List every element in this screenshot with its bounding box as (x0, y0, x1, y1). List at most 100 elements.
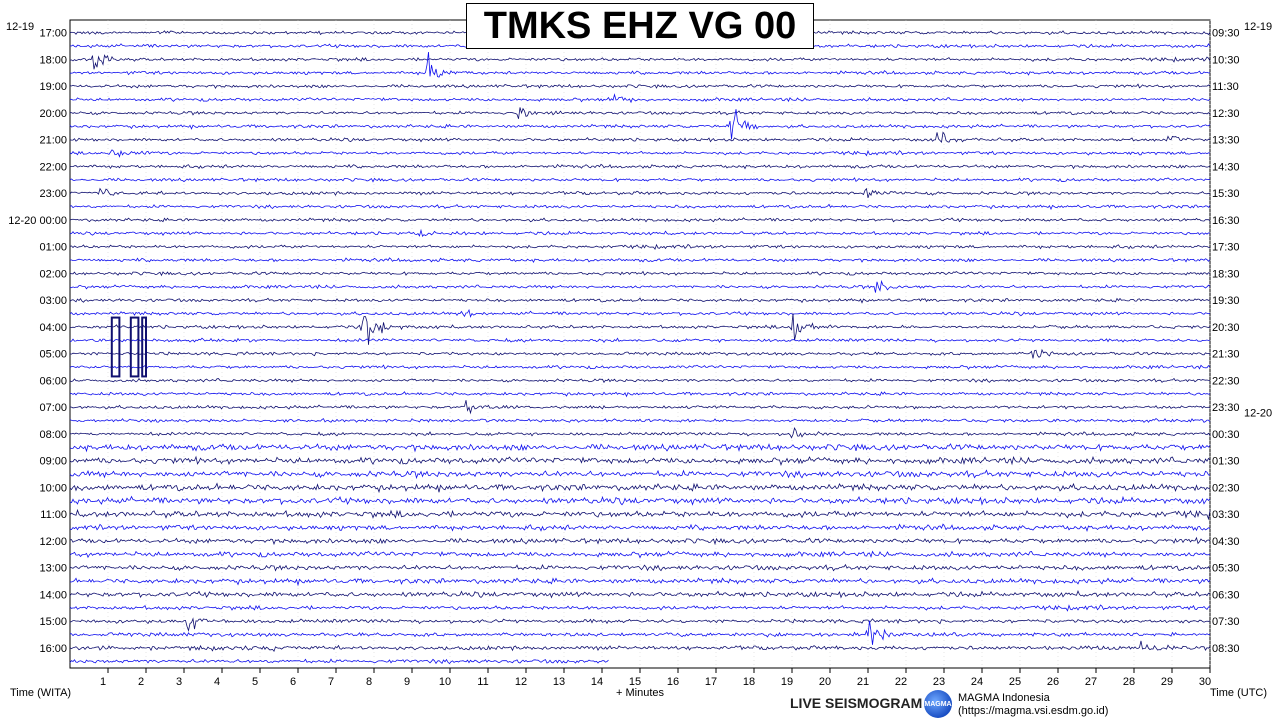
right-hour-label: 11:30 (1212, 81, 1239, 93)
left-hour-label: 23:00 (39, 188, 67, 200)
left-axis-title: Time (WITA) (10, 687, 72, 699)
trace-row (69, 149, 1211, 158)
left-hour-label: 02:00 (39, 268, 67, 280)
x-tick-label: 21 (857, 676, 869, 688)
trace-row (69, 131, 1211, 143)
left-hour-label: 19:00 (39, 81, 67, 93)
trace-row (69, 83, 1211, 90)
trace-row (69, 270, 1211, 277)
trace-row (69, 203, 1211, 211)
x-tick-label: 5 (252, 676, 258, 688)
trace-row (70, 107, 1211, 119)
trace-row (69, 217, 1211, 223)
left-hour-label: 20:00 (39, 108, 67, 120)
x-tick-label: 29 (1161, 676, 1173, 688)
x-tick-label: 19 (781, 676, 793, 688)
trace-row (69, 243, 1211, 250)
right-hour-label: 09:30 (1212, 28, 1240, 40)
left-hour-label: 12-20 00:00 (8, 215, 67, 227)
trace-row (69, 617, 1211, 632)
trace-row (69, 427, 1211, 439)
trace-row (69, 590, 1211, 599)
right-hour-label: 12:30 (1212, 108, 1240, 120)
x-tick-label: 9 (404, 676, 410, 688)
trace-row (69, 337, 1211, 344)
trace-row (69, 550, 1211, 559)
trace-row (69, 93, 1211, 104)
saturation-block (141, 316, 147, 378)
right-hour-label: 07:30 (1212, 616, 1240, 628)
trace-row (69, 469, 1211, 480)
left-hour-label: 21:00 (39, 135, 67, 147)
trace-row (69, 228, 1211, 238)
trace-row (69, 495, 1211, 506)
trace-row (69, 604, 1211, 612)
x-tick-label: 4 (214, 676, 220, 688)
x-axis-title: + Minutes (616, 687, 664, 699)
trace-row (69, 364, 1211, 370)
right-hour-label: 00:30 (1212, 429, 1240, 441)
saturation-block (129, 316, 140, 378)
trace-row (69, 523, 1211, 533)
magma-url-link[interactable]: (https://magma.vsi.esdm.go.id) (958, 705, 1109, 717)
right-hour-label: 22:30 (1212, 375, 1240, 387)
x-tick-label: 26 (1047, 676, 1059, 688)
left-hour-label: 05:00 (39, 349, 67, 361)
left-hour-label: 03:00 (39, 295, 67, 307)
x-tick-label: 24 (971, 676, 983, 688)
right-hour-label: 15:30 (1212, 188, 1240, 200)
left-hour-label: 13:00 (39, 563, 67, 575)
x-tick-label: 18 (743, 676, 755, 688)
x-tick-label: 11 (477, 676, 488, 688)
left-hour-label: 15:00 (39, 616, 67, 628)
trace-row (69, 348, 1211, 359)
station-title: TMKS EHZ VG 00 (466, 3, 814, 49)
trace-row (69, 109, 1211, 140)
magma-name: MAGMA Indonesia (958, 692, 1050, 704)
x-tick-label: 15 (629, 676, 641, 688)
trace-row (69, 563, 1211, 572)
left-hour-label: 06:00 (39, 375, 67, 387)
magma-logo-icon[interactable]: MAGMA (924, 690, 952, 718)
trace-row (69, 257, 1211, 264)
right-hour-label: 18:30 (1212, 268, 1240, 280)
right-hour-label: 05:30 (1212, 563, 1240, 575)
x-tick-label: 23 (933, 676, 945, 688)
x-tick-label: 1 (100, 676, 106, 688)
trace-row (69, 279, 1211, 293)
right-hour-label: 13:30 (1212, 135, 1240, 147)
trace-row (69, 455, 1211, 467)
trace-row (69, 417, 1211, 423)
x-tick-label: 16 (667, 676, 679, 688)
trace-row (69, 177, 1211, 183)
left-hour-label: 10:00 (39, 482, 67, 494)
left-hour-label: 12:00 (39, 536, 67, 548)
x-tick-label: 25 (1009, 676, 1021, 688)
right-hour-label: 17:30 (1212, 242, 1240, 254)
x-tick-label: 28 (1123, 676, 1135, 688)
x-tick-label: 27 (1085, 676, 1097, 688)
right-hour-label: 02:30 (1212, 482, 1240, 494)
trace-row (69, 377, 1211, 384)
right-hour-label: 08:30 (1212, 643, 1240, 655)
x-tick-label: 22 (895, 676, 907, 688)
live-seismogram-label: LIVE SEISMOGRAM (790, 695, 923, 711)
x-tick-label: 10 (439, 676, 451, 688)
left-hour-label: 09:00 (39, 456, 67, 468)
x-tick-label: 6 (290, 676, 296, 688)
trace-row (69, 54, 1211, 70)
left-hour-label: 14:00 (39, 589, 67, 601)
right-axis-title: Time (UTC) (1210, 687, 1268, 699)
trace-row (69, 658, 609, 665)
trace-row (69, 482, 1210, 494)
left-hour-label: 08:00 (39, 429, 67, 441)
x-tick-label: 17 (705, 676, 717, 688)
left-date-label: 12-19 (6, 21, 34, 33)
x-tick-label: 2 (138, 676, 144, 688)
trace-row (70, 620, 1211, 645)
right-date-label: 12-20 (1244, 408, 1272, 420)
left-hour-label: 22:00 (39, 161, 67, 173)
x-tick-label: 13 (553, 676, 565, 688)
x-tick-label: 7 (328, 676, 334, 688)
